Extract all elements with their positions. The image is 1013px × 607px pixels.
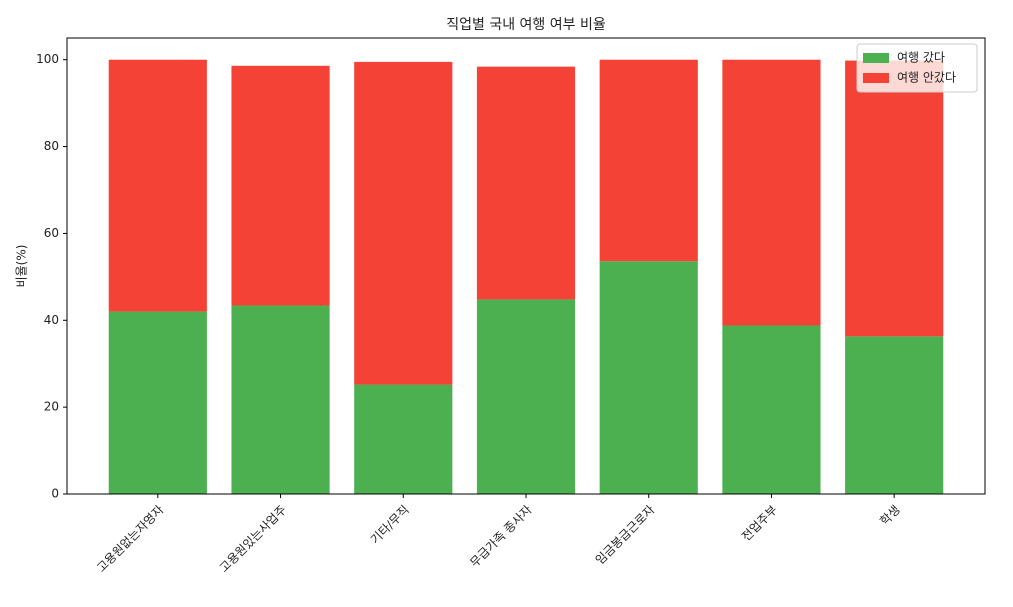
bar-segment [845, 60, 944, 337]
legend-swatch [863, 73, 889, 83]
y-tick-label: 20 [44, 400, 59, 414]
y-axis-label: 비율(%) [15, 245, 29, 288]
bar-segment [476, 66, 576, 300]
bar-segment [108, 311, 207, 494]
bar-segment [722, 325, 821, 494]
bar-segment [354, 384, 453, 494]
x-tick-label: 고용원있는사업주 [217, 503, 289, 575]
y-tick-label: 0 [51, 487, 59, 501]
bar-segment [722, 59, 821, 326]
x-tick-label: 고용원없는자영자 [94, 503, 166, 575]
y-tick-label: 60 [44, 226, 59, 240]
bar-segment [231, 305, 330, 494]
y-tick-label: 100 [36, 52, 59, 66]
bar-segment [845, 336, 944, 494]
bar-segment [231, 65, 330, 306]
y-tick-label: 40 [44, 313, 59, 327]
bar-segment [599, 261, 698, 494]
x-tick-label: 학생 [877, 503, 903, 529]
bar-segment [599, 59, 698, 262]
plot-frame [66, 37, 986, 495]
bar-segment [354, 61, 453, 385]
y-tick-label: 80 [44, 139, 59, 153]
legend-label: 여행 안갔다 [897, 70, 956, 85]
x-tick-label: 전업주부 [739, 503, 780, 544]
x-tick-label: 무급가족 종사자 [467, 503, 534, 570]
legend-swatch [863, 53, 889, 63]
bar-segment [476, 299, 576, 494]
bar-segment [108, 59, 207, 312]
x-tick-label: 임금봉급근로자 [593, 503, 658, 568]
chart-title: 직업별 국내 여행 여부 비율 [446, 17, 606, 33]
x-tick-label: 기타/무직 [368, 503, 412, 547]
legend-label: 여행 갔다 [897, 50, 945, 65]
